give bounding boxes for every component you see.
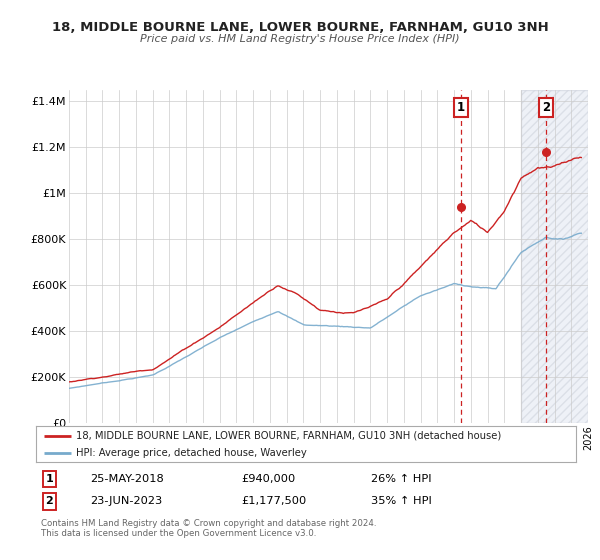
Text: 26% ↑ HPI: 26% ↑ HPI — [371, 474, 431, 484]
Text: Contains HM Land Registry data © Crown copyright and database right 2024.
This d: Contains HM Land Registry data © Crown c… — [41, 519, 377, 538]
Text: 23-JUN-2023: 23-JUN-2023 — [90, 497, 162, 506]
Bar — [521, 90, 588, 423]
Text: £1,177,500: £1,177,500 — [241, 497, 307, 506]
Text: 25-MAY-2018: 25-MAY-2018 — [90, 474, 164, 484]
Text: Price paid vs. HM Land Registry's House Price Index (HPI): Price paid vs. HM Land Registry's House … — [140, 34, 460, 44]
Text: £940,000: £940,000 — [241, 474, 295, 484]
Text: HPI: Average price, detached house, Waverley: HPI: Average price, detached house, Wave… — [77, 448, 307, 458]
Text: 2: 2 — [46, 497, 53, 506]
Text: 18, MIDDLE BOURNE LANE, LOWER BOURNE, FARNHAM, GU10 3NH (detached house): 18, MIDDLE BOURNE LANE, LOWER BOURNE, FA… — [77, 431, 502, 441]
Text: 1: 1 — [457, 101, 465, 114]
Text: 18, MIDDLE BOURNE LANE, LOWER BOURNE, FARNHAM, GU10 3NH: 18, MIDDLE BOURNE LANE, LOWER BOURNE, FA… — [52, 21, 548, 34]
Text: 2: 2 — [542, 101, 550, 114]
Bar — [521, 90, 588, 423]
Text: 35% ↑ HPI: 35% ↑ HPI — [371, 497, 431, 506]
Text: 1: 1 — [46, 474, 53, 484]
